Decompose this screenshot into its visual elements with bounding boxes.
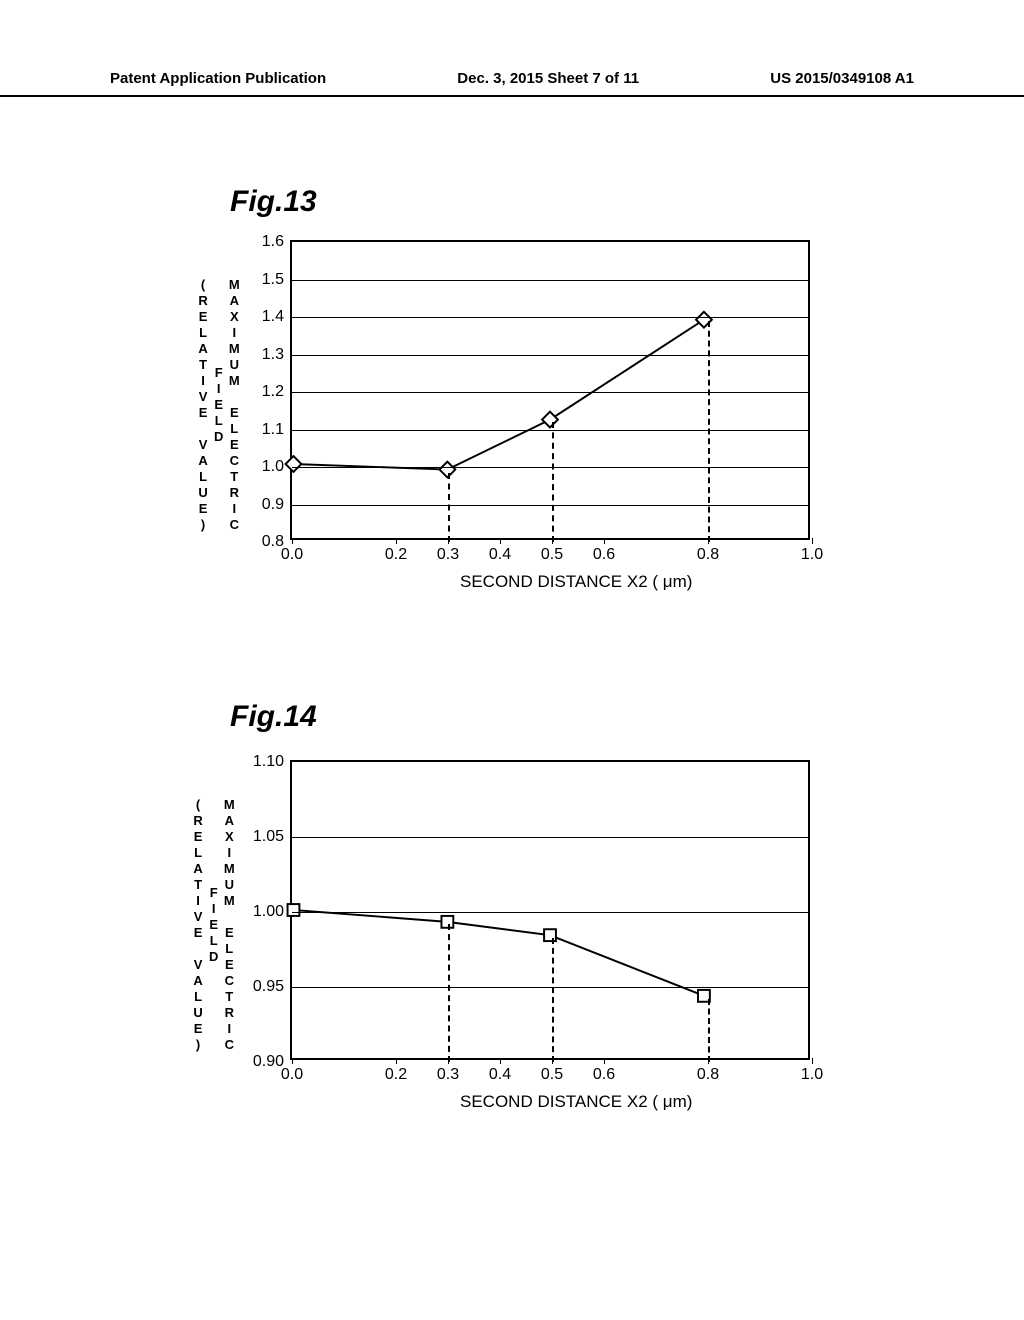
y-tick-label: 1.0 xyxy=(262,458,292,476)
fig14-svg xyxy=(292,762,808,1058)
fig13-y-label-1: MAXIMUM ELECTRIC FIELD xyxy=(211,277,242,533)
drop-line xyxy=(448,473,450,542)
fig14-y-label-2: (RELATIVE VALUE) xyxy=(191,797,206,1053)
fig13-chart: 0.80.91.01.11.21.31.41.51.60.00.20.30.40… xyxy=(290,240,810,540)
grid-line xyxy=(292,280,808,281)
grid-line xyxy=(292,505,808,506)
fig14-x-label: SECOND DISTANCE X2 ( μm) xyxy=(460,1092,692,1112)
drop-line xyxy=(708,321,710,542)
series-line xyxy=(293,320,703,470)
x-tick-mark xyxy=(604,538,605,544)
x-tick-mark xyxy=(292,538,293,544)
data-marker xyxy=(544,929,556,941)
page-header: Patent Application Publication Dec. 3, 2… xyxy=(0,70,1024,97)
x-tick-mark xyxy=(396,1058,397,1064)
fig14-y-label: MAXIMUM ELECTRIC FIELD (RELATIVE VALUE) xyxy=(190,790,237,1060)
drop-line xyxy=(552,938,554,1063)
drop-line xyxy=(448,924,450,1062)
fig14-plot-area: 0.900.951.001.051.100.00.20.30.40.50.60.… xyxy=(290,760,810,1060)
y-tick-label: 1.1 xyxy=(262,421,292,439)
x-tick-mark xyxy=(292,1058,293,1064)
y-tick-label: 1.00 xyxy=(253,903,292,921)
x-tick-mark xyxy=(396,538,397,544)
grid-line xyxy=(292,987,808,988)
series-line xyxy=(293,910,703,996)
fig13-y-label: MAXIMUM ELECTRIC FIELD (RELATIVE VALUE) xyxy=(195,270,242,540)
y-tick-label: 1.5 xyxy=(262,271,292,289)
x-tick-mark xyxy=(500,538,501,544)
y-tick-label: 1.10 xyxy=(253,753,292,771)
header-right: US 2015/0349108 A1 xyxy=(770,70,914,87)
fig14-chart: 0.900.951.001.051.100.00.20.30.40.50.60.… xyxy=(290,760,810,1060)
grid-line xyxy=(292,912,808,913)
grid-line xyxy=(292,467,808,468)
fig14-y-label-1: MAXIMUM ELECTRIC FIELD xyxy=(206,797,237,1053)
y-tick-label: 0.95 xyxy=(253,978,292,996)
fig13-plot-area: 0.80.91.01.11.21.31.41.51.60.00.20.30.40… xyxy=(290,240,810,540)
header-center: Dec. 3, 2015 Sheet 7 of 11 xyxy=(457,70,639,87)
fig13-x-label: SECOND DISTANCE X2 ( μm) xyxy=(460,572,692,592)
x-tick-mark xyxy=(500,1058,501,1064)
y-tick-label: 1.6 xyxy=(262,233,292,251)
grid-line xyxy=(292,430,808,431)
grid-line xyxy=(292,355,808,356)
grid-line xyxy=(292,317,808,318)
fig13-svg xyxy=(292,242,808,538)
x-tick-mark xyxy=(604,1058,605,1064)
fig13-title: Fig.13 xyxy=(230,185,317,219)
drop-line xyxy=(552,422,554,542)
x-tick-mark xyxy=(812,1058,813,1064)
data-marker xyxy=(542,412,558,428)
grid-line xyxy=(292,392,808,393)
grid-line xyxy=(292,837,808,838)
x-tick-mark xyxy=(812,538,813,544)
drop-line xyxy=(708,999,710,1062)
fig14-title: Fig.14 xyxy=(230,700,317,734)
y-tick-label: 1.05 xyxy=(253,828,292,846)
y-tick-label: 1.3 xyxy=(262,346,292,364)
y-tick-label: 1.4 xyxy=(262,308,292,326)
fig13-y-label-2: (RELATIVE VALUE) xyxy=(196,277,211,533)
header-left: Patent Application Publication xyxy=(110,70,326,87)
y-tick-label: 1.2 xyxy=(262,383,292,401)
y-tick-label: 0.9 xyxy=(262,496,292,514)
